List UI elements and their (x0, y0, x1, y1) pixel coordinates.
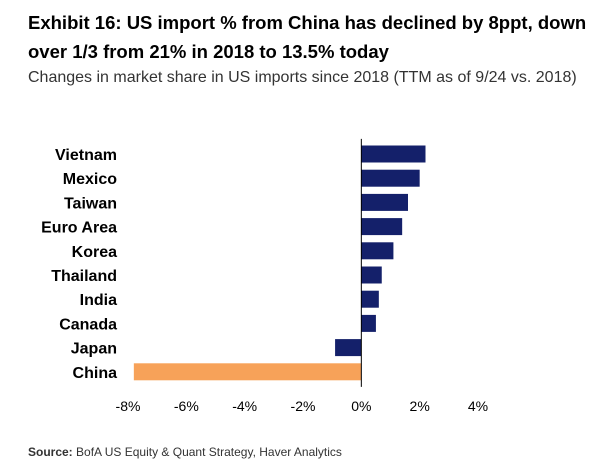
x-tick-label: 4% (468, 398, 488, 414)
x-tick-labels-group: -8% -6% -4% -2% 0% 2% 4% (116, 398, 489, 414)
bar-thailand (361, 266, 382, 284)
category-label-mexico: Mexico (63, 171, 117, 188)
bar-india (361, 290, 379, 308)
category-label-vietnam: Vietnam (55, 147, 117, 164)
bar-korea (361, 242, 394, 260)
source-label: Source: (28, 445, 73, 459)
x-tick-label: -8% (116, 398, 141, 414)
x-tick-label: 2% (410, 398, 430, 414)
bar-euro-area (361, 218, 403, 236)
bar-vietnam (361, 145, 426, 163)
bar-japan (335, 339, 362, 357)
bars-group (133, 145, 426, 381)
x-tick-label: -6% (174, 398, 199, 414)
category-label-taiwan: Taiwan (64, 195, 117, 212)
category-label-china: China (73, 365, 118, 382)
x-tick-label: 0% (351, 398, 371, 414)
category-label-india: India (80, 292, 117, 309)
category-labels-group: Vietnam Mexico Taiwan Euro Area Korea Thailan… (41, 147, 117, 382)
x-tick-label: -2% (291, 398, 316, 414)
category-label-korea: Korea (72, 244, 117, 261)
chart-title: Exhibit 16: US import % from China has d… (28, 12, 587, 62)
bar-china (133, 363, 362, 381)
bar-taiwan (361, 193, 408, 211)
bar-mexico (361, 169, 420, 187)
chart-subtitle: Changes in market share in US imports si… (28, 69, 577, 86)
source-note: Source: BofA US Equity & Quant Strategy,… (28, 445, 342, 459)
category-label-japan: Japan (71, 341, 117, 358)
x-tick-label: -4% (232, 398, 257, 414)
bar-canada (361, 314, 376, 332)
source-text: BofA US Equity & Quant Strategy, Haver A… (76, 445, 342, 459)
category-label-canada: Canada (59, 316, 117, 333)
category-label-euro-area: Euro Area (41, 220, 117, 237)
category-label-thailand: Thailand (51, 268, 117, 285)
